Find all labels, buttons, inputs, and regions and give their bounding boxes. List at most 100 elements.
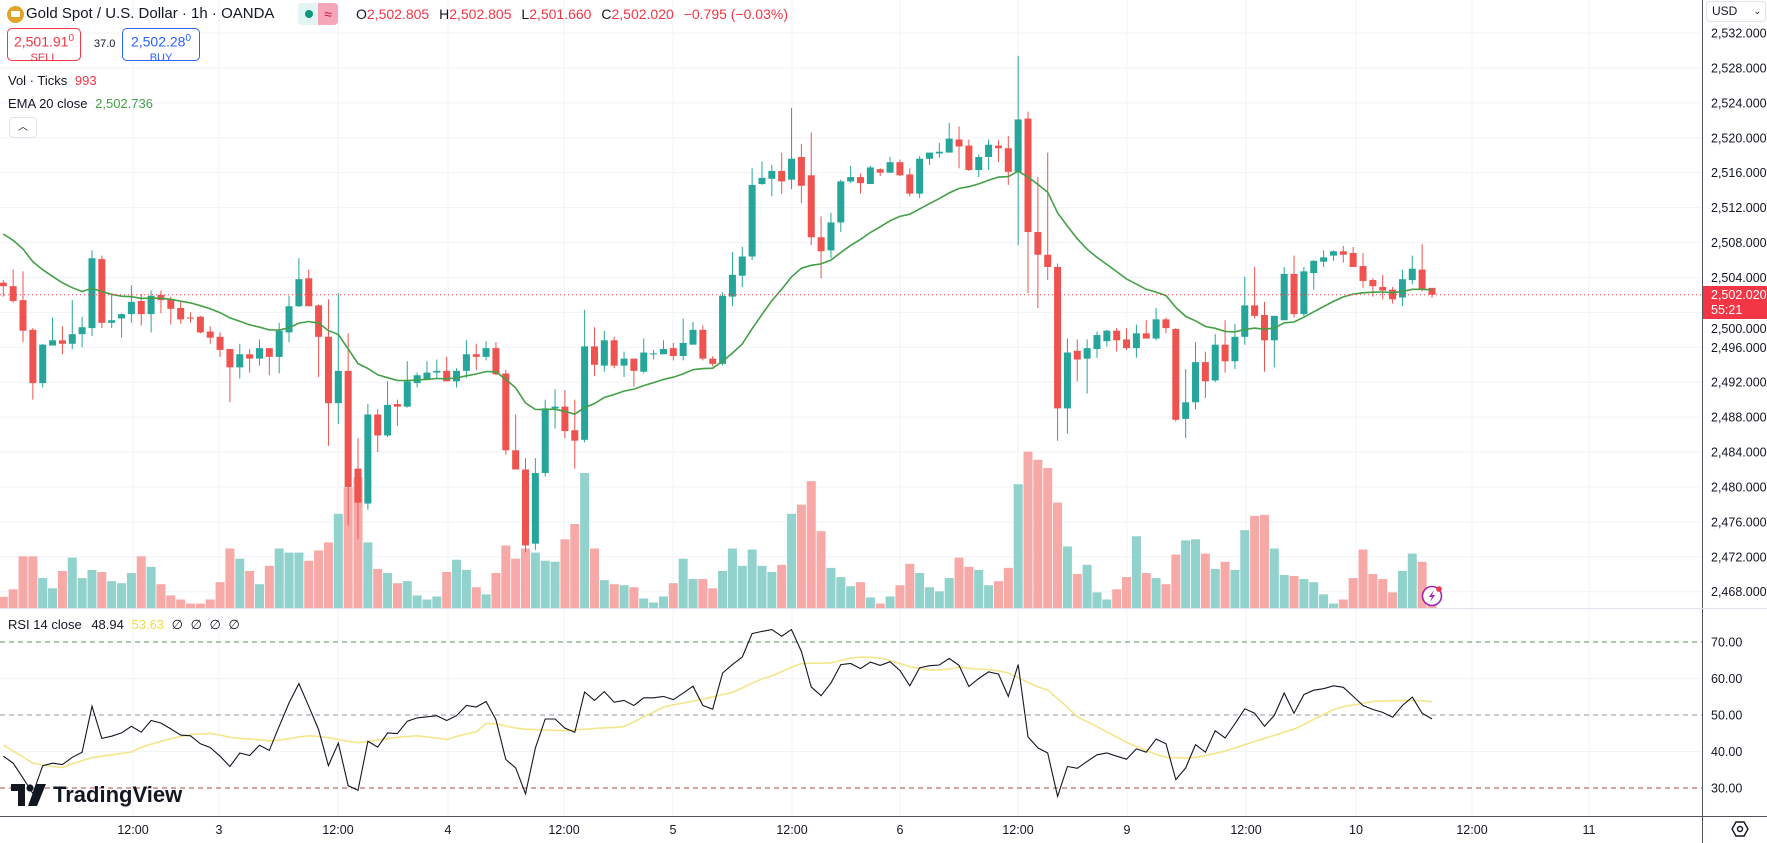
rsi-legend-label: RSI 14 close: [8, 617, 82, 632]
currency-select[interactable]: USD ⌄: [1706, 1, 1766, 22]
candle-up: [689, 329, 697, 345]
candle-up: [659, 349, 667, 355]
buy-button[interactable]: 2,502.280 BUY: [122, 28, 200, 64]
candle-down: [896, 162, 904, 176]
candle-down: [522, 469, 530, 546]
candle-down: [1251, 305, 1259, 316]
volume-bar: [1003, 567, 1013, 608]
price-axis-label: 2,488.000: [1711, 411, 1767, 425]
rsi-axis-label: 40.00: [1711, 745, 1742, 759]
price-axis-label: 2,496.000: [1711, 341, 1767, 355]
volume-bar: [1368, 574, 1378, 608]
gear-icon[interactable]: [1729, 818, 1751, 840]
ema-legend[interactable]: EMA 20 close 2,502.736: [8, 96, 153, 111]
volume-bar: [905, 563, 915, 608]
candle-down: [177, 307, 185, 320]
rsi-legend[interactable]: RSI 14 close 48.94 53.63 ∅ ∅ ∅ ∅: [8, 617, 242, 633]
candle-up: [1083, 348, 1091, 359]
volume-bar: [117, 583, 127, 608]
volume-bar: [353, 477, 363, 608]
candle-up: [748, 184, 756, 257]
volume-bar: [215, 582, 225, 608]
volume-bar: [915, 572, 925, 608]
volume-bar: [993, 581, 1003, 608]
volume-bar: [708, 588, 718, 608]
buy-price-sup: 0: [185, 33, 192, 44]
candle-down: [1221, 344, 1229, 362]
volume-legend-value: 993: [74, 73, 97, 88]
volume-bar: [1033, 459, 1043, 608]
volume-bar: [18, 556, 28, 608]
rsi-ma-line: [2, 656, 1433, 769]
volume-bar: [422, 599, 432, 608]
volume-bar: [619, 585, 629, 608]
volume-legend[interactable]: Vol · Ticks 993: [8, 73, 97, 88]
volume-bar: [471, 587, 481, 608]
price-axis-label: 2,508.000: [1711, 236, 1767, 250]
candle-down: [374, 414, 382, 436]
symbol-title[interactable]: Gold Spot / U.S. Dollar · 1h · OANDA: [26, 5, 275, 22]
volume-bar: [343, 487, 353, 608]
volume-bar: [195, 603, 205, 608]
candle-up: [403, 381, 411, 407]
volume-bar: [225, 548, 235, 608]
volume-bar: [954, 557, 964, 608]
candle-down: [778, 170, 786, 182]
volume-bar: [806, 481, 816, 608]
candle-down: [167, 299, 175, 309]
open-label: O: [356, 6, 367, 22]
price-axis-label: 2,524.000: [1711, 96, 1767, 110]
candle-down: [630, 358, 638, 371]
volume-bar: [146, 566, 156, 608]
volume-bar: [176, 599, 186, 608]
sell-button[interactable]: 2,501.910 SELL: [7, 28, 81, 64]
volume-bar: [767, 571, 777, 608]
candle-up: [1152, 319, 1160, 339]
approx-icon[interactable]: ≈: [318, 3, 338, 25]
volume-bar: [412, 595, 422, 608]
volume-bar: [718, 570, 728, 608]
candle-up: [49, 340, 57, 346]
volume-bar: [1250, 515, 1260, 608]
volume-bar: [1013, 484, 1023, 608]
volume-legend-label: Vol · Ticks: [8, 73, 68, 88]
volume-bar: [156, 584, 166, 608]
volume-bar: [1358, 549, 1368, 608]
currency-label: USD: [1712, 4, 1738, 18]
volume-bar: [1417, 561, 1427, 608]
lightning-bolt-icon: [1428, 590, 1435, 602]
tradingview-logo[interactable]: TradingView: [11, 782, 182, 808]
candle-down: [1290, 273, 1298, 315]
volume-bar: [392, 583, 402, 608]
price-axis-label: 2,492.000: [1711, 376, 1767, 390]
candle-up: [147, 295, 155, 315]
volume-bar: [1230, 569, 1240, 608]
candle-down: [19, 300, 27, 331]
candle-up: [384, 404, 392, 436]
price-axis-label: 2,468.000: [1711, 585, 1767, 599]
volume-bar: [836, 577, 846, 608]
candle-down: [590, 346, 598, 365]
volume-bar: [254, 584, 264, 608]
chevron-up-icon[interactable]: ︿: [9, 117, 37, 138]
volume-bar: [97, 571, 107, 608]
volume-bar: [8, 589, 18, 608]
volume-bar: [1338, 599, 1348, 608]
low-label: L: [521, 6, 530, 22]
volume-bar: [1348, 578, 1358, 608]
market-status-green-dot-icon[interactable]: [298, 3, 320, 25]
candle-up: [600, 340, 608, 366]
volume-bar: [28, 556, 38, 608]
sell-price: 2,501.91: [13, 33, 69, 50]
time-axis-label: 12:00: [776, 823, 807, 837]
volume-bar: [934, 591, 944, 608]
candle-up: [738, 256, 746, 276]
time-axis-label: 6: [897, 823, 904, 837]
candle-down: [187, 317, 195, 319]
candle-up: [423, 372, 431, 380]
volume-bar: [1151, 578, 1161, 608]
volume-bar: [48, 588, 58, 608]
ema-legend-label: EMA 20 close: [8, 96, 88, 111]
volume-bar: [373, 568, 383, 608]
